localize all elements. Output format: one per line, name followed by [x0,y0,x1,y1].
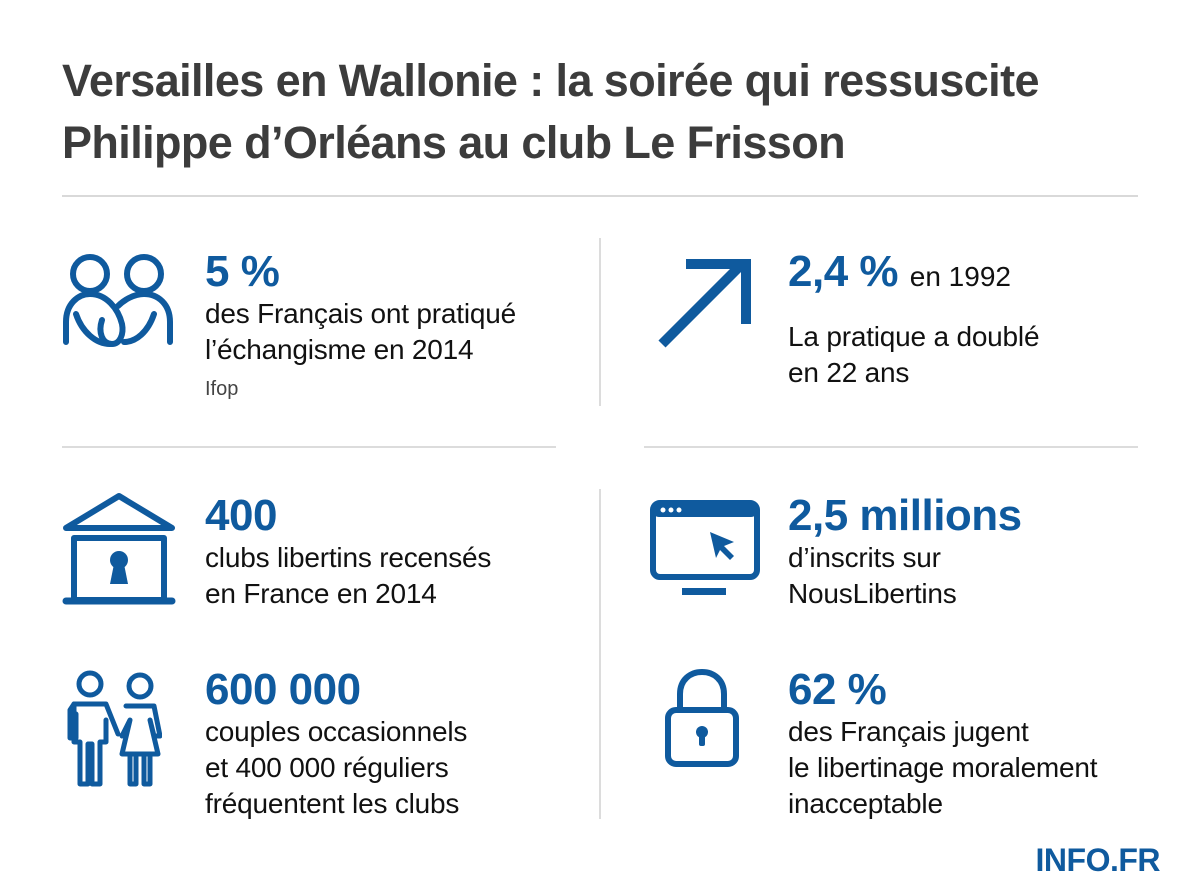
stat-description: des Français jugent le libertinage moral… [788,716,1098,819]
stat-value: 62 % [788,665,887,714]
browser-cursor-icon [650,500,760,598]
stat-card-clubs: 400 clubs libertins recensés en France e… [205,492,491,612]
row-divider-right [644,446,1138,448]
stat-value: 5 % [205,247,280,296]
stat-card-inscrits: 2,5 millions d’inscrits sur NousLibertin… [788,492,1022,612]
column-divider-bottom [599,489,601,819]
stat-value: 2,4 % en 1992 [788,247,1011,296]
couple-embrace-icon [62,252,174,348]
stat-card-couples: 600 000 couples occasionnels et 400 000 … [205,666,467,822]
stat-description: La pratique a doublé en 22 ans [788,321,1040,388]
stat-card-opinion: 62 % des Français jugent le libertinage … [788,665,1098,822]
page-title: Versailles en Wallonie : la soirée qui r… [62,50,1152,174]
row-divider-left [62,446,556,448]
stat-card-evolution: 2,4 % en 1992 La pratique a doublé en 22… [788,247,1040,391]
padlock-icon [664,668,740,768]
title-line-1: Versailles en Wallonie : la soirée qui r… [62,55,1039,106]
title-divider [62,195,1138,197]
stat-value: 2,5 millions [788,491,1022,540]
stat-value: 600 000 [205,665,361,714]
title-line-2: Philippe d’Orléans au club Le Frisson [62,117,846,168]
stat-value-suffix: en 1992 [909,261,1011,292]
stat-description: clubs libertins recensés en France en 20… [205,542,492,609]
arrow-up-right-icon [654,252,754,352]
brand-logo: INFO.FR [1035,842,1161,878]
stat-value: 400 [205,491,277,540]
stat-description: couples occasionnels et 400 000 régulier… [205,716,468,819]
stat-source: Ifop [205,378,239,400]
stat-card-echangisme: 5 % des Français ont pratiqué l’échangis… [205,248,516,401]
column-divider-top [599,238,601,406]
building-keyhole-icon [62,492,176,606]
stat-description: des Français ont pratiqué l’échangisme e… [205,298,516,365]
stat-description: d’inscrits sur NousLibertins [788,542,957,609]
man-woman-icon [66,670,162,790]
